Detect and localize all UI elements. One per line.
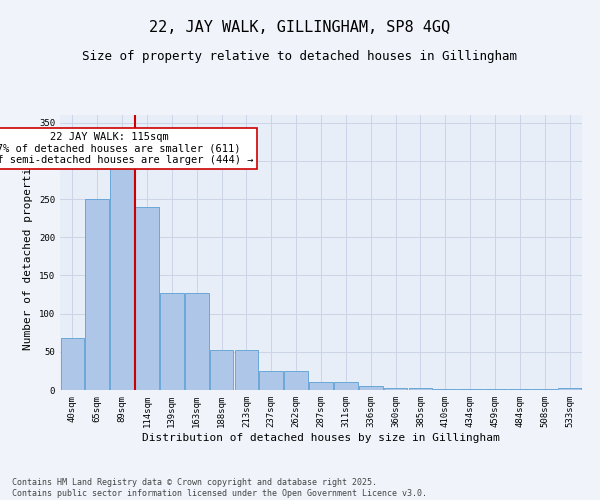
Bar: [309, 382, 333, 390]
Bar: [160, 293, 184, 390]
Text: Contains HM Land Registry data © Crown copyright and database right 2025.
Contai: Contains HM Land Registry data © Crown c…: [12, 478, 427, 498]
Text: Size of property relative to detached houses in Gillingham: Size of property relative to detached ho…: [83, 50, 517, 63]
Bar: [235, 350, 258, 390]
Bar: [61, 338, 84, 390]
X-axis label: Distribution of detached houses by size in Gillingham: Distribution of detached houses by size …: [142, 432, 500, 442]
Bar: [110, 164, 134, 390]
Bar: [334, 382, 358, 390]
Bar: [409, 388, 432, 390]
Bar: [284, 371, 308, 390]
Bar: [85, 199, 109, 390]
Bar: [210, 350, 233, 390]
Bar: [433, 389, 457, 390]
Bar: [558, 388, 581, 390]
Text: 22, JAY WALK, GILLINGHAM, SP8 4GQ: 22, JAY WALK, GILLINGHAM, SP8 4GQ: [149, 20, 451, 35]
Bar: [458, 389, 482, 390]
Bar: [384, 388, 407, 390]
Text: 22 JAY WALK: 115sqm
← 57% of detached houses are smaller (611)
42% of semi-detac: 22 JAY WALK: 115sqm ← 57% of detached ho…: [0, 132, 253, 165]
Bar: [533, 389, 557, 390]
Bar: [135, 206, 159, 390]
Bar: [259, 371, 283, 390]
Bar: [185, 293, 209, 390]
Bar: [508, 389, 532, 390]
Bar: [483, 389, 507, 390]
Y-axis label: Number of detached properties: Number of detached properties: [23, 154, 34, 350]
Bar: [359, 386, 383, 390]
